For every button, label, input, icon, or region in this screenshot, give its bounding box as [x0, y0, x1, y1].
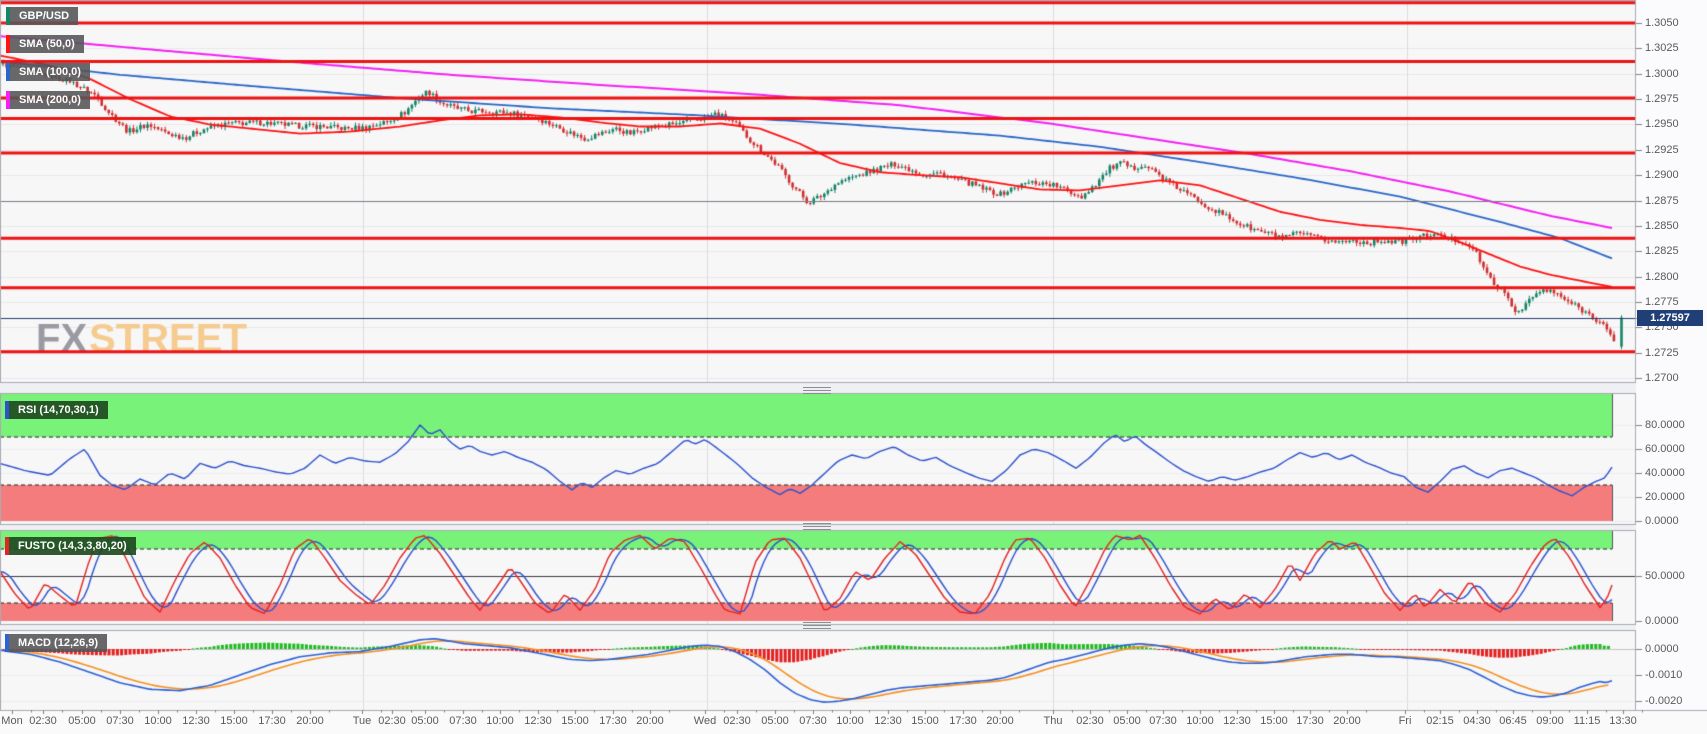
time-axis-label: 07:30 [799, 715, 827, 727]
time-axis-label: 10:00 [486, 715, 514, 727]
time-axis-label: 20:00 [1333, 715, 1361, 727]
panel-splitter[interactable] [803, 622, 831, 629]
time-axis-label: 12:30 [1223, 715, 1251, 727]
time-axis-label: 10:00 [1186, 715, 1214, 727]
macd-color-bar [5, 634, 9, 652]
rsi-label: RSI (14,70,30,1) [9, 401, 108, 419]
time-axis-label: 05:00 [411, 715, 439, 727]
price-axis-label: 1.2925 [1645, 144, 1679, 156]
fusto-label: FUSTO (14,3,3,80,20) [9, 537, 136, 555]
time-axis-label: 07:30 [449, 715, 477, 727]
time-axis-label: Fri [1398, 715, 1412, 727]
symbol-color-bar [6, 7, 10, 25]
symbol-label: GBP/USD [10, 7, 79, 25]
time-axis-label: 10:00 [836, 715, 864, 727]
price-axis-label: 1.3000 [1645, 68, 1679, 80]
time-axis-label: 07:30 [106, 715, 134, 727]
time-axis-label: 07:30 [1149, 715, 1177, 727]
rsi-axis-label: 60.0000 [1645, 443, 1685, 455]
price-axis-label: 1.2775 [1645, 296, 1679, 308]
time-axis-label: 20:00 [986, 715, 1014, 727]
time-axis-label: 15:00 [561, 715, 589, 727]
rsi-axis-label: 80.0000 [1645, 419, 1685, 431]
price-axis-label: 1.2950 [1645, 118, 1679, 130]
price-axis-label: 1.2900 [1645, 169, 1679, 181]
price-axis-label: 1.3050 [1645, 17, 1679, 29]
price-axis-label: 1.2725 [1645, 347, 1679, 359]
time-axis-label: 02:30 [378, 715, 406, 727]
time-axis-label: 15:00 [220, 715, 248, 727]
time-axis-label: 02:15 [1426, 715, 1454, 727]
price-axis-label: 1.2850 [1645, 220, 1679, 232]
time-axis-label: 20:00 [296, 715, 324, 727]
macd-badge: MACD (12,26,9) [5, 634, 108, 652]
price-axis-label: 1.2975 [1645, 93, 1679, 105]
sma200-label: SMA (200,0) [10, 91, 90, 109]
sma100-label: SMA (100,0) [10, 63, 90, 81]
time-axis-label: 02:30 [29, 715, 57, 727]
time-axis-label: 20:00 [636, 715, 664, 727]
current-price-badge: 1.27597 [1637, 310, 1703, 326]
time-axis-label: 11:15 [1573, 715, 1601, 727]
price-axis-label: 1.2825 [1645, 245, 1679, 257]
macd-axis-label: 0.0000 [1645, 643, 1679, 655]
macd-label: MACD (12,26,9) [9, 634, 108, 652]
rsi-axis-label: 0.0000 [1645, 515, 1679, 527]
panel-splitter[interactable] [803, 523, 831, 530]
time-axis-label: 12:30 [874, 715, 902, 727]
fusto-axis-label: 0.0000 [1645, 615, 1679, 627]
sma100-color-bar [6, 63, 10, 81]
price-axis-label: 1.2875 [1645, 195, 1679, 207]
time-axis-label: 12:30 [524, 715, 552, 727]
time-axis-label: 15:00 [1260, 715, 1288, 727]
price-axis-label: 1.3025 [1645, 42, 1679, 54]
rsi-axis-label: 20.0000 [1645, 491, 1685, 503]
time-axis-label: 05:00 [68, 715, 96, 727]
sma50-label: SMA (50,0) [10, 35, 84, 53]
sma50-badge: SMA (50,0) [6, 35, 84, 53]
time-axis-label: 17:30 [599, 715, 627, 727]
time-axis-label: 15:00 [911, 715, 939, 727]
rsi-color-bar [5, 401, 9, 419]
sma100-badge: SMA (100,0) [6, 63, 90, 81]
fusto-badge: FUSTO (14,3,3,80,20) [5, 537, 136, 555]
time-axis-label: Wed [693, 715, 717, 727]
rsi-axis-label: 40.0000 [1645, 467, 1685, 479]
time-axis-label: 17:30 [1296, 715, 1324, 727]
time-axis-label: 02:30 [1076, 715, 1104, 727]
time-axis-label: 17:30 [949, 715, 977, 727]
rsi-badge: RSI (14,70,30,1) [5, 401, 108, 419]
price-axis-label: 1.2800 [1645, 271, 1679, 283]
sma200-color-bar [6, 91, 10, 109]
fusto-axis-label: 50.0000 [1645, 570, 1685, 582]
time-axis-label: 02:30 [723, 715, 751, 727]
sma50-color-bar [6, 35, 10, 53]
time-axis-label: 05:00 [1113, 715, 1141, 727]
panel-splitter[interactable] [803, 387, 831, 394]
time-axis-label: 17:30 [258, 715, 286, 727]
time-axis-label: 06:45 [1499, 715, 1527, 727]
price-axis-label: 1.2700 [1645, 372, 1679, 384]
sma200-badge: SMA (200,0) [6, 91, 90, 109]
time-axis-label: 04:30 [1463, 715, 1491, 727]
time-axis-label: 05:00 [761, 715, 789, 727]
time-axis-label: 13:30 [1609, 715, 1637, 727]
time-axis-label: Thu [1043, 715, 1063, 727]
time-axis-label: 12:30 [182, 715, 210, 727]
macd-axis-label: -0.0010 [1645, 669, 1683, 681]
time-axis-label: Mon [1, 715, 23, 727]
time-axis-label: 10:00 [144, 715, 172, 727]
time-axis-label: Tue [352, 715, 372, 727]
time-axis-label: 09:00 [1536, 715, 1564, 727]
fusto-color-bar [5, 537, 9, 555]
macd-axis-label: -0.0020 [1645, 695, 1683, 707]
symbol-badge: GBP/USD [6, 7, 79, 25]
